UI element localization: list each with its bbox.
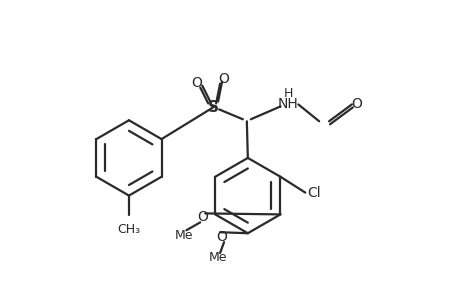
Text: O: O xyxy=(196,210,207,224)
Text: CH₃: CH₃ xyxy=(117,223,140,236)
Text: O: O xyxy=(190,76,202,90)
Text: O: O xyxy=(351,98,362,111)
Text: Cl: Cl xyxy=(307,186,320,200)
Text: S: S xyxy=(207,100,218,115)
Text: NH: NH xyxy=(278,98,298,111)
Text: Me: Me xyxy=(175,229,193,242)
Text: O: O xyxy=(218,72,229,86)
Text: Me: Me xyxy=(208,251,227,265)
Text: O: O xyxy=(216,230,227,244)
Text: H: H xyxy=(283,87,292,100)
